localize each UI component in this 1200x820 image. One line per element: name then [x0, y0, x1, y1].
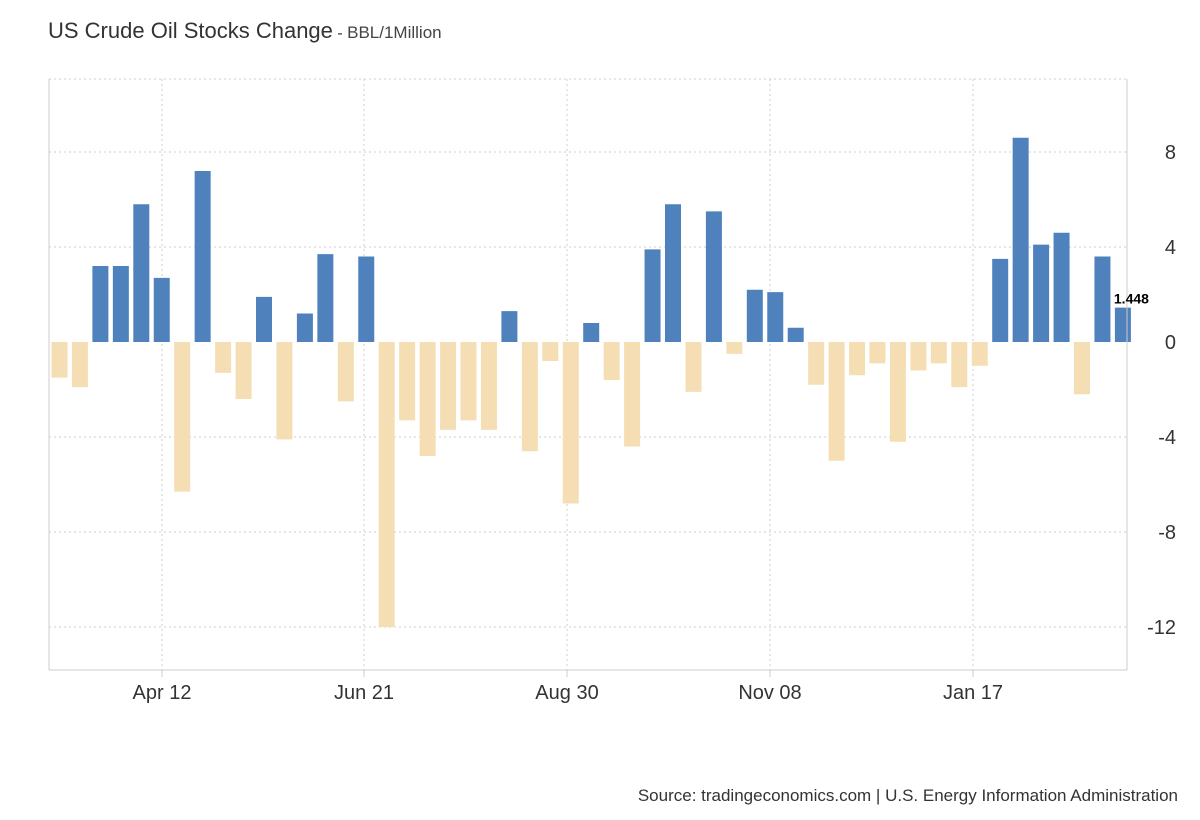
bar-positive[interactable] [112, 266, 129, 342]
bar-positive[interactable] [133, 204, 150, 342]
tick-labels: -12 -8 -4 0 4 8 Apr 12 Jun 21 Aug 30 Nov 08 Jan 17… [133, 142, 1176, 704]
bar-negative[interactable] [1074, 342, 1090, 395]
bar-positive[interactable] [153, 277, 170, 343]
y-tick-label: 4 [1165, 237, 1176, 259]
bar-negative[interactable] [71, 342, 88, 388]
bar-positive[interactable] [644, 249, 661, 343]
bar-positive[interactable] [1012, 137, 1029, 342]
bar-positive[interactable] [665, 204, 681, 342]
x-tick-label: Apr 12 [133, 682, 192, 704]
bar-negative[interactable] [215, 342, 232, 373]
bar-negative[interactable] [951, 342, 968, 388]
bar-positive[interactable] [746, 289, 763, 342]
bar-negative[interactable] [828, 342, 845, 461]
bar-negative[interactable] [235, 342, 252, 399]
chart-title: US Crude Oil Stocks Change [48, 18, 333, 43]
bar-negative[interactable] [337, 342, 354, 402]
bar-negative[interactable] [419, 342, 436, 456]
bar-negative[interactable] [460, 342, 477, 421]
bar-negative[interactable] [51, 342, 68, 378]
bar-positive[interactable] [501, 311, 518, 343]
bar-negative[interactable] [378, 342, 395, 627]
bar-positive[interactable] [1033, 244, 1050, 342]
bar-positive[interactable] [583, 323, 600, 342]
bar-positive[interactable] [256, 296, 272, 343]
bar-positive[interactable] [705, 211, 722, 343]
bar-negative[interactable] [480, 342, 497, 430]
bar-negative[interactable] [930, 342, 947, 364]
source-note: Source: tradingeconomics.com | U.S. Ener… [637, 786, 1178, 805]
title-separator: - [332, 25, 348, 42]
bar-negative[interactable] [542, 342, 559, 361]
bar-negative[interactable] [889, 342, 906, 442]
y-tick-label: 8 [1165, 142, 1176, 164]
bar-positive[interactable] [296, 313, 313, 343]
x-tick-label: Aug 30 [535, 682, 598, 704]
y-tick-label: 0 [1165, 332, 1176, 354]
bar-negative[interactable] [521, 342, 538, 452]
y-tick-label: -4 [1158, 427, 1176, 449]
bar-negative[interactable] [849, 342, 866, 376]
bar-negative[interactable] [808, 342, 825, 385]
bar-negative[interactable] [685, 342, 702, 392]
x-tick-label: Jun 21 [334, 682, 394, 704]
bar-negative[interactable] [440, 342, 457, 430]
bar-negative[interactable] [562, 342, 579, 504]
bar-positive[interactable] [1114, 307, 1131, 342]
bar-negative[interactable] [603, 342, 620, 380]
y-tick-label: -8 [1158, 522, 1176, 544]
axes [48, 79, 1128, 677]
chart-title-block: US Crude Oil Stocks Change - BBL/1Millio… [48, 18, 442, 44]
bar-positive[interactable] [1094, 256, 1111, 343]
bar-positive[interactable] [358, 256, 375, 343]
bar-negative[interactable] [869, 342, 886, 364]
bar-negative[interactable] [399, 342, 416, 421]
bars [51, 137, 1131, 627]
bar-positive[interactable] [317, 254, 334, 343]
bar-negative[interactable] [726, 342, 743, 354]
bar-negative[interactable] [910, 342, 927, 371]
bar-positive[interactable] [194, 171, 211, 342]
bar-negative[interactable] [624, 342, 641, 447]
bar-positive[interactable] [92, 266, 109, 342]
bar-negative[interactable] [276, 342, 293, 440]
chart-unit: BBL/1Million [347, 23, 442, 42]
y-tick-label: -12 [1147, 617, 1176, 639]
bar-positive[interactable] [992, 258, 1009, 343]
bar-negative[interactable] [174, 342, 191, 492]
bar-negative[interactable] [971, 342, 988, 366]
bar-positive[interactable] [767, 292, 784, 343]
bar-positive[interactable] [787, 327, 804, 342]
x-tick-label: Jan 17 [943, 682, 1003, 704]
x-tick-label: Nov 08 [738, 682, 801, 704]
bar-positive[interactable] [1053, 232, 1070, 342]
last-value-label: 1.448 [1114, 291, 1149, 307]
